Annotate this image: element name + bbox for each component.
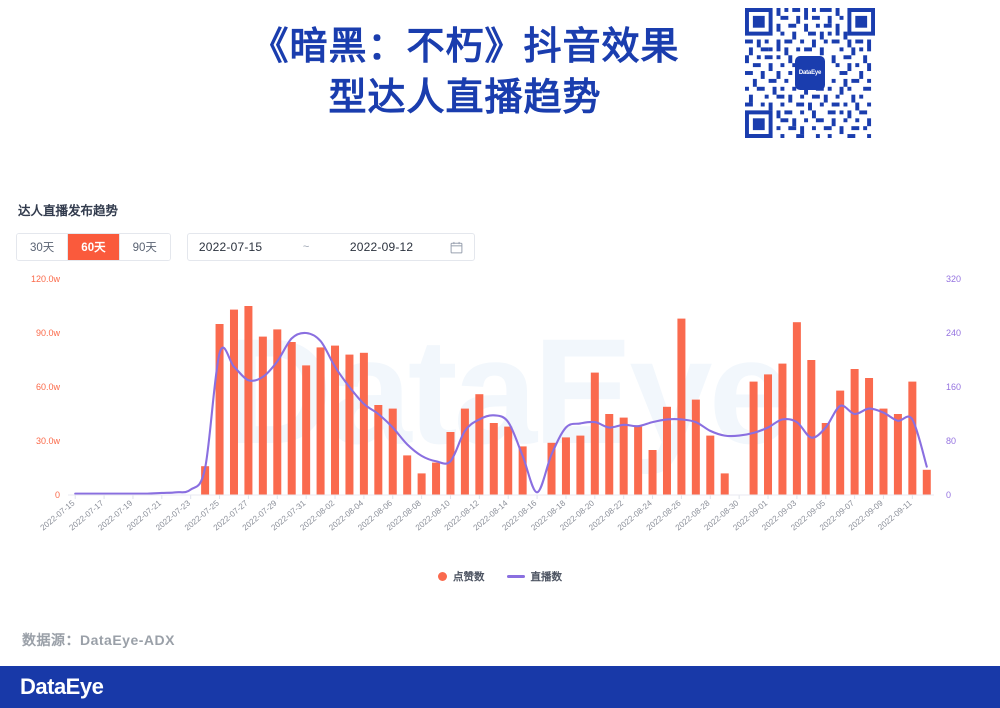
bar[interactable] [489,423,498,495]
bar[interactable] [908,381,917,495]
bar[interactable] [764,374,773,495]
bar[interactable] [576,435,585,495]
svg-text:60.0w: 60.0w [36,382,61,392]
page-title-line-1: 《暗黑：不朽》抖音效果 [250,26,680,68]
qr-center-logo: DataEye [795,56,825,90]
bar[interactable] [807,360,816,495]
bar[interactable] [792,322,801,495]
qr-code[interactable]: DataEye [745,8,875,138]
trend-panel: 达人直播发布趋势 30天 60天 90天 2022-07-15 ~ 2022-0… [0,200,1000,584]
bar[interactable] [691,399,700,495]
bar[interactable] [287,342,296,495]
bar[interactable] [879,408,888,495]
bar[interactable] [662,406,671,495]
legend-label-livestreams: 直播数 [530,571,563,583]
bar[interactable] [244,306,253,495]
legend-item-livestreams[interactable]: 直播数 [506,569,563,584]
bar[interactable] [518,446,527,495]
footer-bar: DataEye [0,666,1000,708]
bar[interactable] [446,432,455,495]
legend-dot-icon [438,572,447,581]
bar[interactable] [749,381,758,495]
svg-text:80: 80 [946,436,956,446]
date-start[interactable]: 2022-07-15 [198,240,263,254]
bar[interactable] [561,437,570,495]
range-tab-90[interactable]: 90天 [119,234,170,260]
page-title-line-2: 型达人直播趋势 [328,77,602,120]
bar[interactable] [821,423,830,495]
bar[interactable] [850,369,859,495]
svg-text:120.0w: 120.0w [31,274,61,284]
chart-legend: 点赞数 直播数 [16,569,984,584]
bar[interactable] [547,442,556,495]
range-tab-60[interactable]: 60天 [68,234,120,260]
range-tab-group: 30天 60天 90天 [16,233,171,261]
svg-text:30.0w: 30.0w [36,436,61,446]
bar[interactable] [590,372,599,495]
trend-chart[interactable]: 0 30.0w 60.0w 90.0w 120.0w 0 80 160 240 320 2022… [16,267,984,567]
bar[interactable] [504,426,513,495]
bar[interactable] [359,352,368,495]
bar[interactable] [634,426,643,495]
bar[interactable] [345,354,354,495]
bar[interactable] [388,408,397,495]
svg-text:90.0w: 90.0w [36,328,61,338]
bar[interactable] [403,455,412,495]
date-end[interactable]: 2022-09-12 [349,240,414,254]
qr-code-icon [745,8,875,138]
bar[interactable] [273,329,282,495]
bar[interactable] [475,394,484,495]
bar[interactable] [605,414,614,495]
legend-line-icon [506,575,525,578]
bar[interactable] [417,473,426,495]
svg-text:240: 240 [946,328,961,338]
bar[interactable] [302,365,311,495]
x-axis-labels: 2022-07-152022-07-172022-07-192022-07-21… [39,498,914,532]
svg-text:0: 0 [946,490,951,500]
bar[interactable] [432,462,441,495]
bar[interactable] [836,390,845,495]
bar[interactable] [893,414,902,495]
range-tab-30[interactable]: 30天 [17,234,69,260]
page-header: 《暗黑：不朽》抖音效果 型达人直播趋势 [0,0,1000,178]
legend-item-likes[interactable]: 点赞数 [438,569,485,584]
bar[interactable] [201,466,210,495]
y-axis-left: 0 30.0w 60.0w 90.0w 120.0w [31,274,61,500]
x-axis-ticks [74,495,913,499]
line-series-livestreams[interactable] [74,331,928,495]
bar[interactable] [677,318,686,495]
bar[interactable] [460,408,469,495]
bar[interactable] [619,417,628,495]
bar[interactable] [720,473,729,495]
bar-series-likes[interactable] [201,306,931,495]
bar[interactable] [922,469,931,495]
svg-text:320: 320 [946,274,961,284]
chart-controls: 30天 60天 90天 2022-07-15 ~ 2022-09-12 [16,233,984,261]
section-title: 达人直播发布趋势 [18,204,119,218]
bar[interactable] [706,435,715,495]
bar[interactable] [865,378,874,495]
bar[interactable] [215,324,224,495]
page-title: 《暗黑：不朽》抖音效果 型达人直播趋势 [0,22,1000,125]
y-axis-right: 0 80 160 240 320 [946,274,961,500]
date-separator: ~ [302,241,310,253]
bar[interactable] [258,336,267,495]
legend-label-likes: 点赞数 [453,571,485,583]
chart-area: DataEye 0 30.0w 60.0w 90.0w 120.0w 0 80 160 240… [16,267,984,567]
date-range-picker[interactable]: 2022-07-15 ~ 2022-09-12 [186,233,475,261]
bar[interactable] [778,363,787,495]
calendar-icon[interactable] [450,241,463,254]
bar[interactable] [648,450,657,495]
bar[interactable] [331,345,340,495]
bar[interactable] [229,309,238,495]
brand-logo: DataEye [20,674,104,699]
svg-text:0: 0 [55,490,60,500]
svg-text:160: 160 [946,382,961,392]
bar[interactable] [316,347,325,495]
data-source-note: 数据源：DataEye-ADX [22,632,175,648]
bar[interactable] [374,405,383,495]
